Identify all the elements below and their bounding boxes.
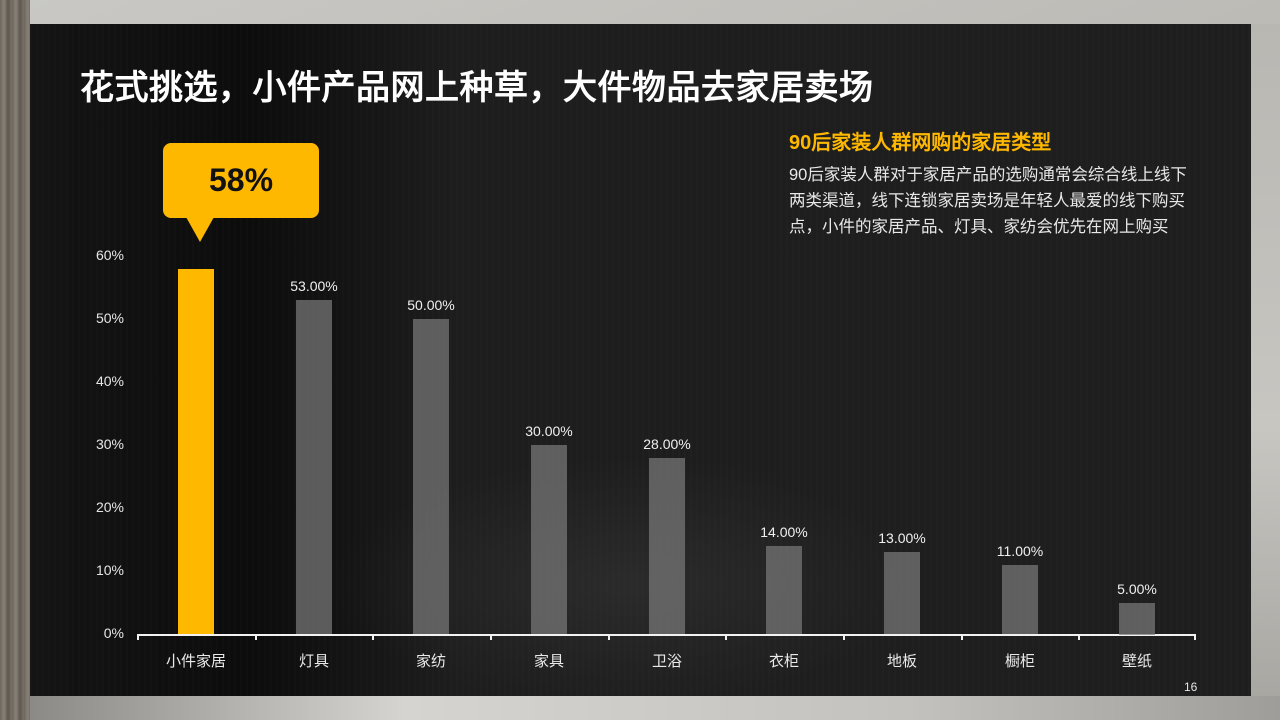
bar-value-label: 30.00% [525, 423, 573, 439]
bar-7 [884, 552, 920, 634]
y-axis-label: 20% [95, 499, 124, 515]
category-label: 地板 [886, 653, 917, 670]
bar-value-label: 28.00% [643, 436, 691, 452]
category-label: 壁纸 [1121, 653, 1152, 670]
bar-value-label: 11.00% [996, 543, 1044, 559]
bar-value-label: 13.00% [878, 530, 926, 546]
bar-5 [649, 458, 685, 634]
category-label: 灯具 [298, 653, 329, 670]
callout-value: 58% [208, 162, 274, 198]
y-axis-label: 60% [95, 247, 124, 263]
x-axis-tick [372, 634, 374, 640]
background-wall [1251, 24, 1280, 696]
x-axis-tick [843, 634, 845, 640]
bar-2 [296, 300, 332, 634]
callout-pointer [186, 217, 214, 242]
x-axis-tick [137, 634, 139, 640]
y-axis-label: 40% [95, 373, 124, 389]
highlight-callout: 58% [163, 143, 319, 218]
chart-heading: 90后家装人群网购的家居类型 [789, 132, 1052, 154]
y-axis-label: 30% [95, 436, 124, 452]
x-axis-tick [1194, 634, 1196, 640]
x-axis-tick [1078, 634, 1080, 640]
bar-9 [1119, 603, 1155, 635]
x-axis-tick [255, 634, 257, 640]
bar-value-label: 50.00% [407, 297, 455, 313]
x-axis-line [137, 634, 1196, 636]
x-axis-tick [725, 634, 727, 640]
content-panel [30, 24, 1251, 696]
y-axis-label: 10% [95, 562, 124, 578]
bar-value-label: 5.00% [1117, 581, 1157, 597]
page-number: 16 [1184, 680, 1198, 694]
category-label: 小件家居 [165, 653, 226, 670]
bar-4 [531, 445, 567, 634]
background-floor [30, 696, 1280, 720]
category-label: 橱柜 [1004, 653, 1035, 670]
category-label: 衣柜 [768, 653, 799, 670]
bar-value-label: 14.00% [760, 524, 808, 540]
category-label: 卫浴 [651, 653, 682, 670]
y-axis-label: 0% [103, 625, 124, 641]
chart-description: 90后家装人群对于家居产品的选购通常会综合线上线下两类渠道，线下连锁家居卖场是年… [789, 166, 1187, 236]
bar-value-label: 53.00% [290, 278, 338, 294]
category-label: 家具 [533, 653, 564, 670]
category-label: 家纺 [415, 653, 446, 670]
slide-title: 花式挑选，小件产品网上种草，大件物品去家居卖场 [80, 69, 874, 107]
bar-8 [1002, 565, 1038, 634]
bar-3 [413, 319, 449, 634]
background-curtain [0, 0, 30, 720]
x-axis-tick [961, 634, 963, 640]
x-axis-tick [490, 634, 492, 640]
bar-6 [766, 546, 802, 634]
bar-1 [178, 269, 214, 634]
y-axis-label: 50% [95, 310, 124, 326]
x-axis-tick [608, 634, 610, 640]
